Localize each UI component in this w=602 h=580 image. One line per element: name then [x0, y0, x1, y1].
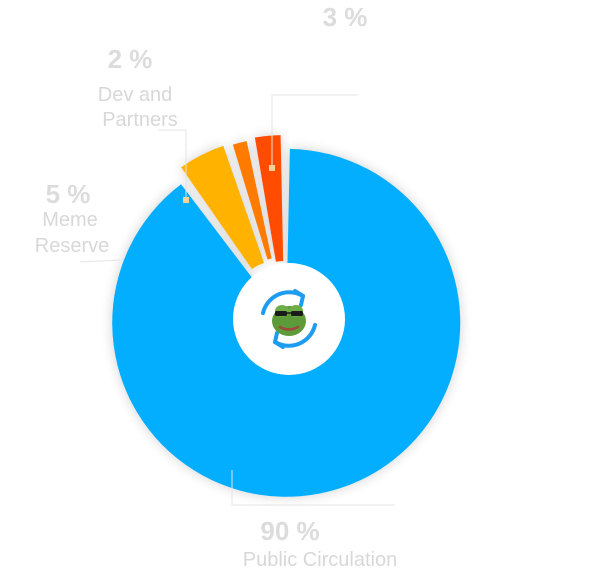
pie-slice-0[interactable] — [112, 148, 461, 497]
leader-line-1 — [79, 259, 121, 263]
pie-slice-3[interactable] — [254, 135, 284, 262]
leader-line-0 — [231, 470, 395, 506]
slice-label-1-line-0: Meme — [42, 209, 98, 231]
leader-line-3 — [271, 94, 358, 168]
slice-percent-0: 90 % — [260, 516, 319, 546]
leader-line-2 — [158, 129, 187, 200]
leader-marker-3 — [269, 165, 275, 171]
pie-slice-2[interactable] — [232, 141, 272, 260]
slice-percent-3: 3 % — [323, 2, 368, 32]
slice-label-1-line-1: Reserve — [35, 235, 109, 257]
pie-slice-1[interactable] — [181, 145, 265, 270]
slice-label-2-line-1: Partners — [102, 109, 178, 131]
slice-label-0-line-0: Public Circulation — [243, 549, 398, 571]
slice-label-2-line-0: Dev and — [98, 84, 173, 106]
frog-refresh-icon — [261, 289, 317, 349]
slice-percent-2: 2 % — [108, 44, 153, 74]
slice-percent-1: 5 % — [46, 179, 91, 209]
leader-marker-2 — [183, 197, 189, 203]
